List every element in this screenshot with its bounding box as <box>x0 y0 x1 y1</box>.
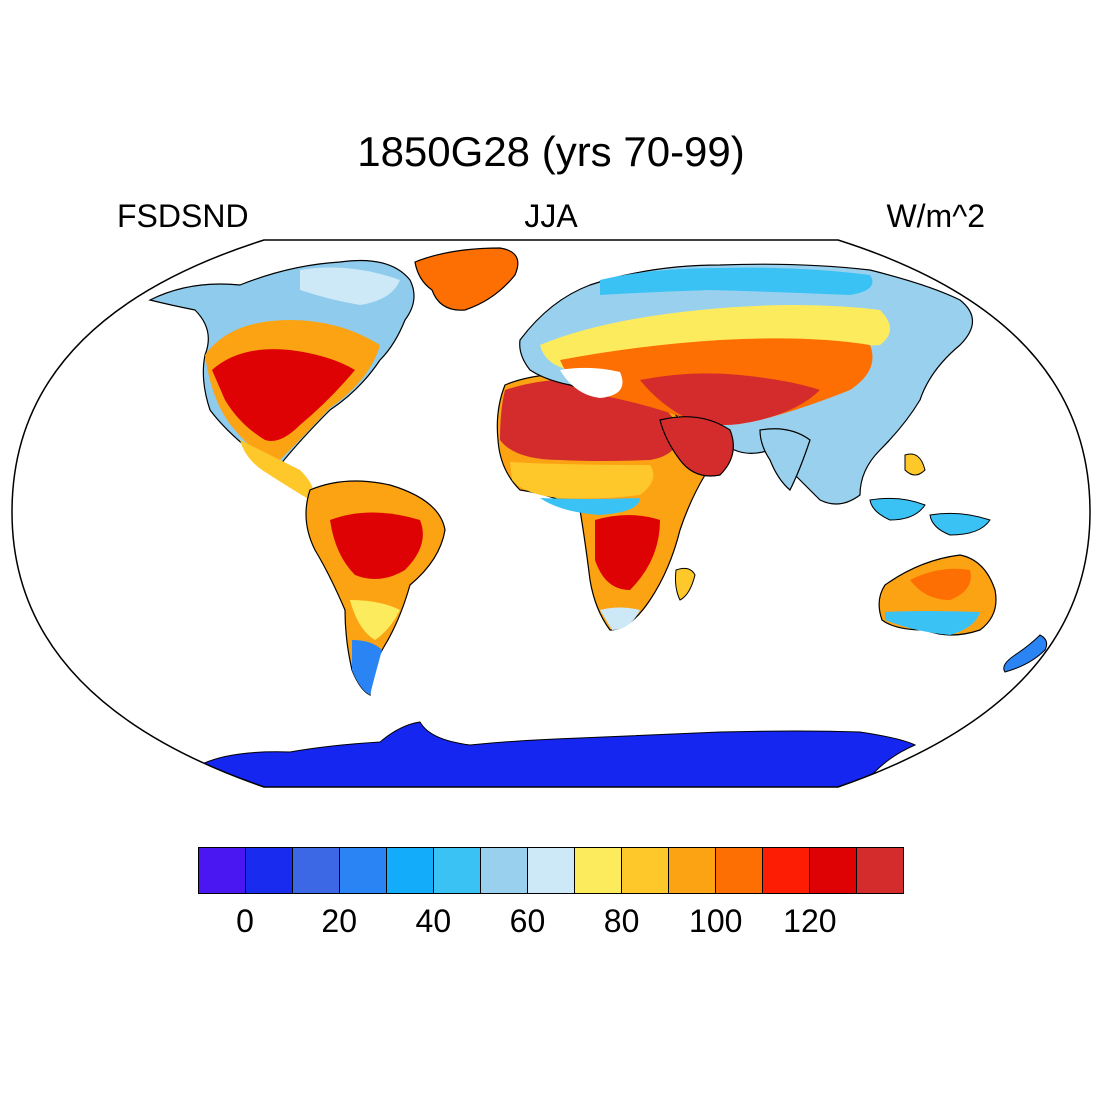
north-america-landmass <box>148 259 415 500</box>
eurasia-landmass <box>519 263 974 505</box>
colorbar-swatch <box>434 848 481 893</box>
colorbar-tick-label: 0 <box>236 903 254 939</box>
colorbar-swatch <box>716 848 763 893</box>
colorbar-swatch <box>293 848 340 893</box>
africa-landmass <box>496 373 706 631</box>
colorbar-tick-label: 40 <box>415 903 452 939</box>
colorbar-swatch <box>481 848 528 893</box>
colorbar-tick-label: 100 <box>689 903 743 939</box>
plot-title: 1850G28 (yrs 70-99) <box>357 128 745 175</box>
colorbar-swatch <box>810 848 857 893</box>
colorbar-swatch <box>857 848 903 893</box>
colorbar-swatch <box>387 848 434 893</box>
colorbar-swatch <box>763 848 810 893</box>
colorbar-tick-label: 60 <box>509 903 546 939</box>
colorbar-swatch <box>528 848 575 893</box>
colorbar-swatch <box>622 848 669 893</box>
colorbar-tick-label: 120 <box>783 903 837 939</box>
season-label: JJA <box>524 198 578 234</box>
antarctica-landmass <box>199 721 917 787</box>
colorbar-swatch <box>669 848 716 893</box>
colorbar-swatch <box>575 848 622 893</box>
colorbar-tick-label: 80 <box>603 903 640 939</box>
colorbar-swatch <box>340 848 387 893</box>
colorbar-swatch <box>199 848 246 893</box>
south-america-landmass <box>305 480 446 696</box>
greenland-landmass <box>414 247 519 311</box>
variable-label: FSDSND <box>117 198 249 234</box>
colorbar <box>198 847 904 894</box>
colorbar-swatch <box>246 848 293 893</box>
colorbar-tick-label: 20 <box>321 903 357 939</box>
units-label: W/m^2 <box>886 198 985 234</box>
southeast-asia-islands <box>869 453 991 536</box>
arabia-landmass <box>659 416 734 477</box>
new-zealand-landmass <box>1003 634 1048 673</box>
australia-landmass <box>878 554 997 636</box>
map-border <box>11 239 1091 788</box>
india-landmass <box>759 428 811 491</box>
